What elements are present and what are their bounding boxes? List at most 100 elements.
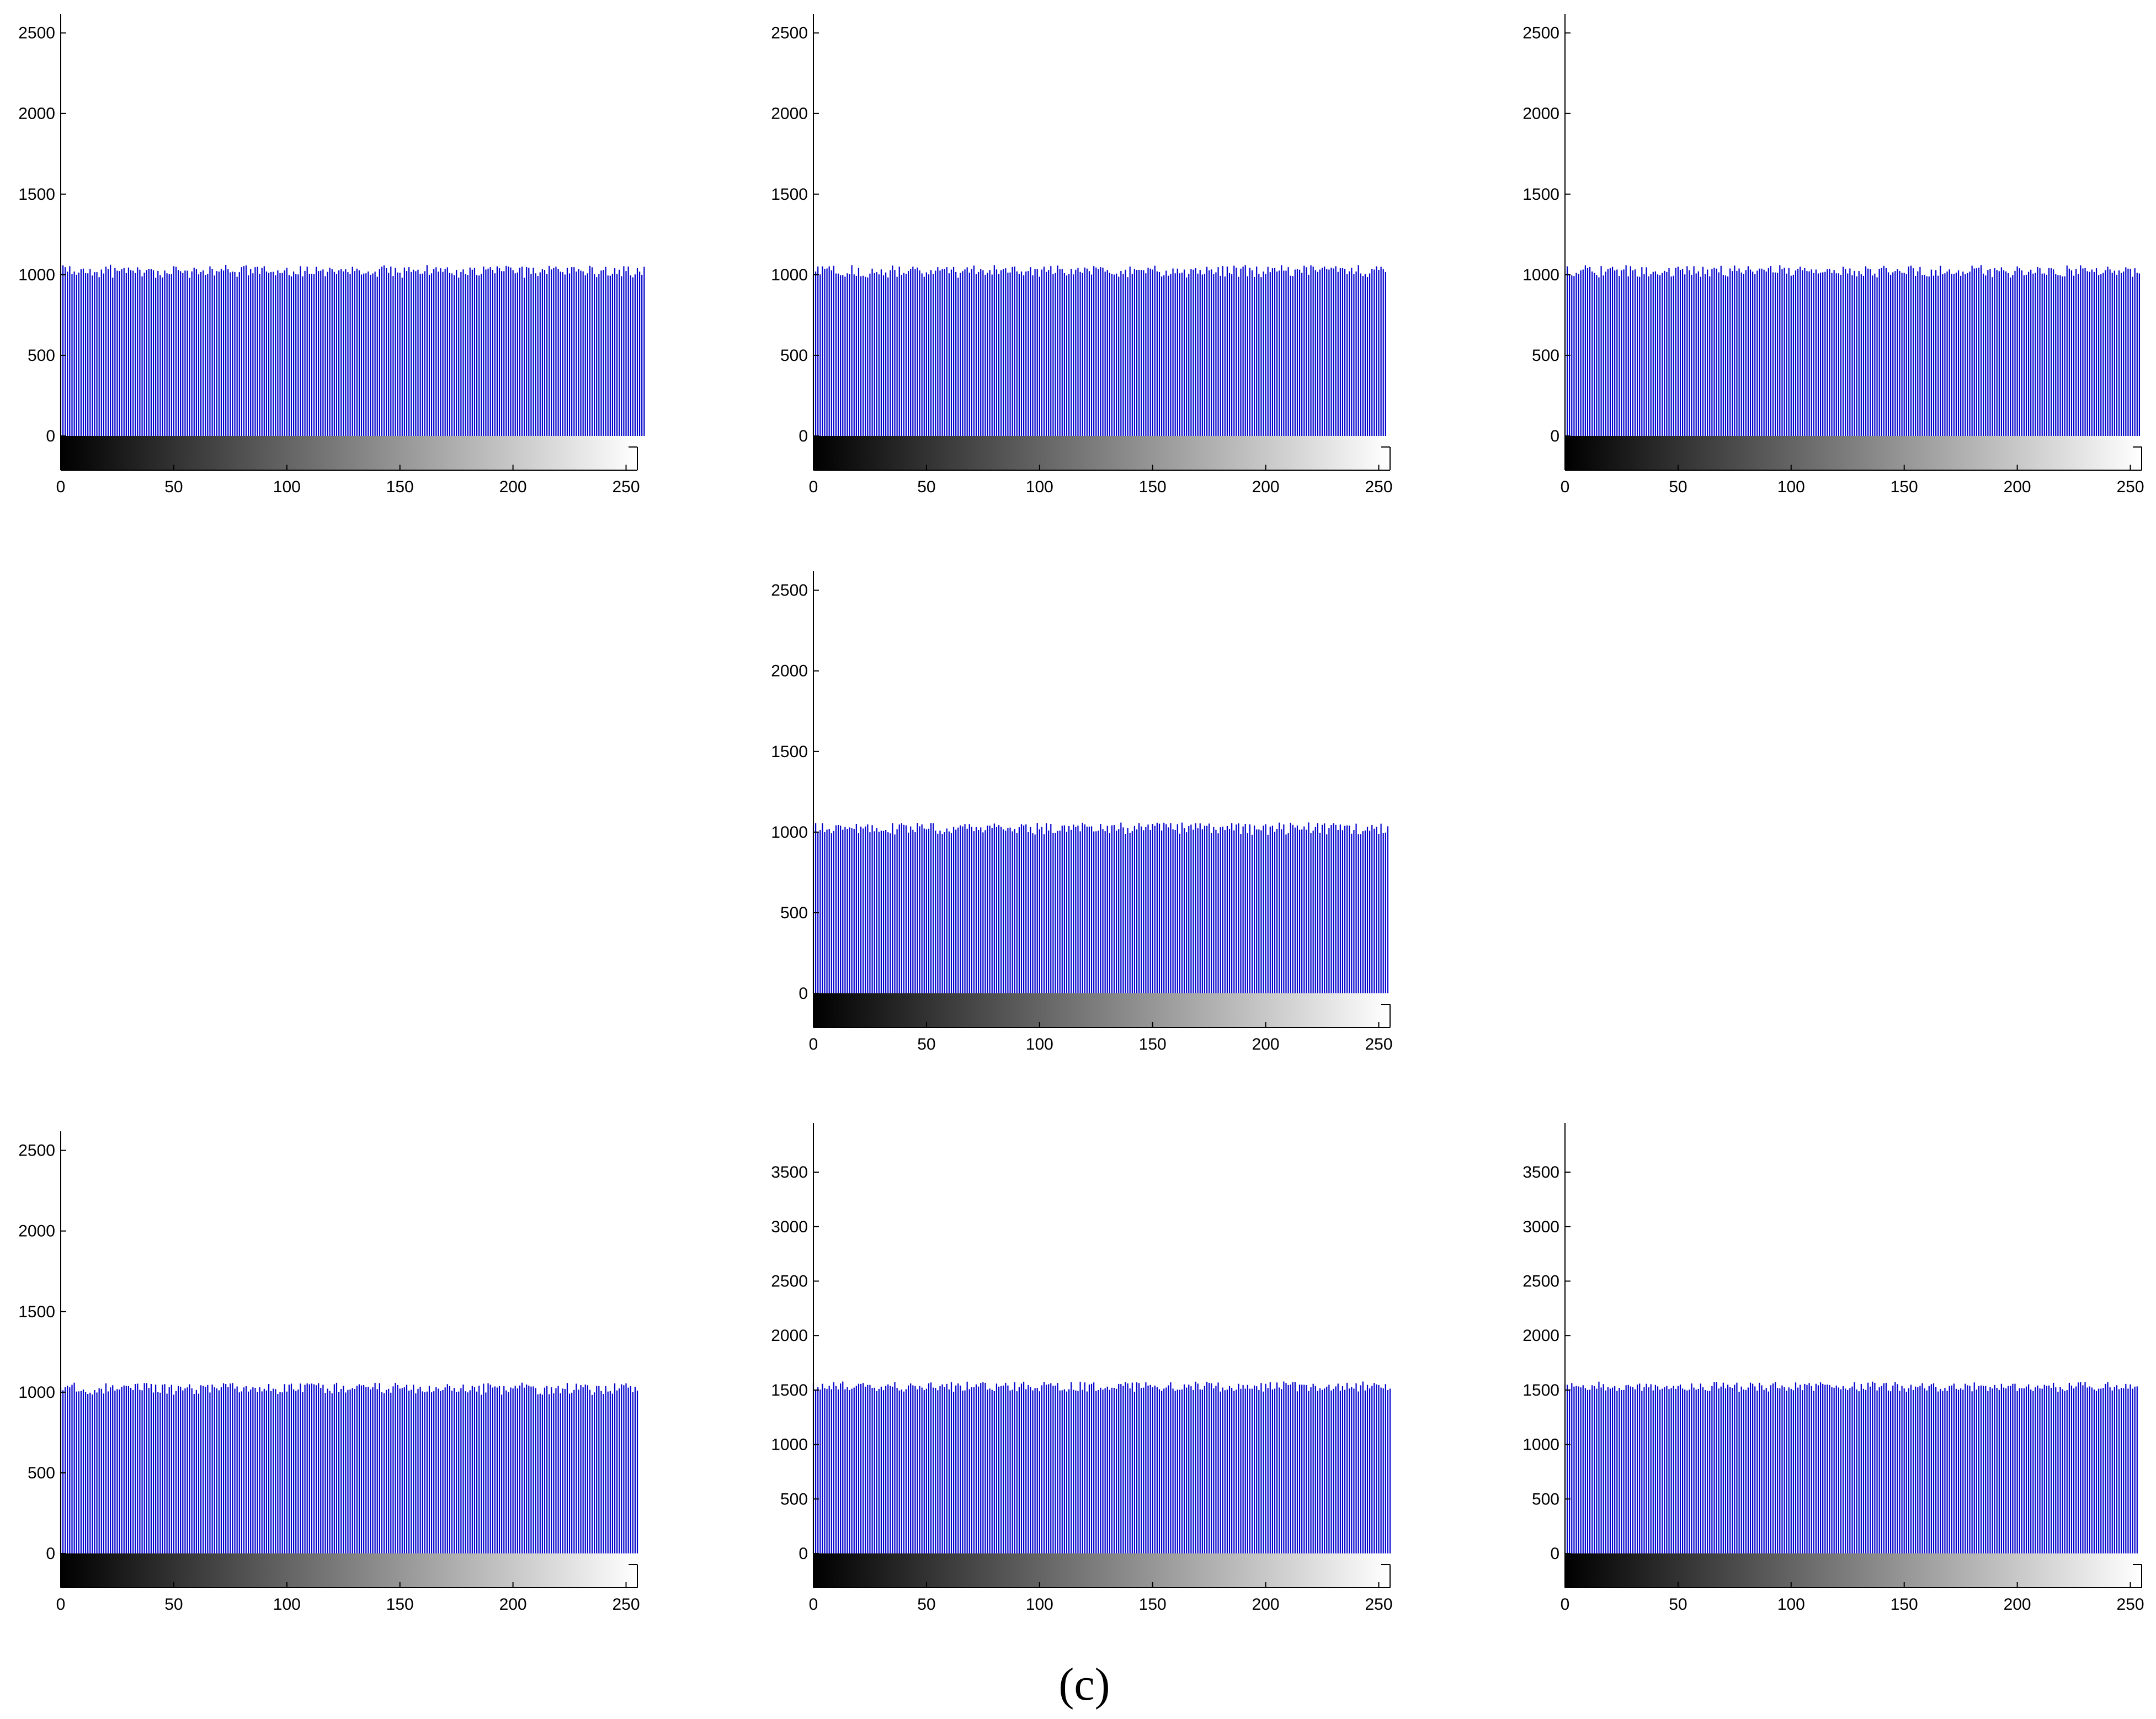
y-tick-label: 3500 [1522, 1163, 1559, 1182]
histogram-panel-1: 0 500 1000 1500 2000 2500 0 50 100 150 200 250 [18, 14, 645, 496]
x-tick-label: 250 [2116, 1595, 2144, 1614]
x-tick-label: 0 [56, 478, 66, 496]
x-tick-label: 250 [1365, 1595, 1392, 1614]
y-tick-label: 0 [46, 427, 55, 445]
x-tick-label: 0 [809, 1035, 818, 1053]
grayscale-colorbar [813, 993, 1390, 1028]
y-tick-label: 0 [1550, 427, 1559, 445]
x-tick-label: 150 [1139, 1595, 1167, 1614]
grayscale-colorbar [1565, 1553, 2142, 1588]
x-tick-label: 50 [164, 478, 183, 496]
x-tick-label: 250 [612, 1595, 640, 1614]
x-tick-label: 200 [1252, 478, 1280, 496]
x-tick-label: 0 [1561, 478, 1570, 496]
y-tick-label: 500 [780, 347, 808, 365]
y-tick-label: 1500 [771, 185, 808, 204]
y-tick-label: 0 [1550, 1545, 1559, 1563]
histogram-bars [812, 1381, 1391, 1553]
y-tick-label: 2000 [1522, 105, 1559, 123]
x-tick-label: 0 [809, 1595, 818, 1614]
y-tick-label: 1000 [771, 266, 808, 284]
x-tick-label: 200 [2004, 1595, 2031, 1614]
x-tick-label: 50 [917, 1035, 935, 1053]
x-tick-label: 50 [917, 1595, 935, 1614]
x-tick-label: 200 [2004, 478, 2031, 496]
grayscale-colorbar [61, 1553, 637, 1588]
y-tick-label: 2000 [771, 662, 808, 680]
grayscale-colorbar [1565, 436, 2142, 470]
y-tick-label: 1500 [18, 1303, 55, 1321]
y-tick-label: 1000 [1522, 1436, 1559, 1454]
y-tick-label: 1000 [18, 1383, 55, 1402]
y-tick-label: 2000 [1522, 1327, 1559, 1345]
y-tick-label: 3000 [1522, 1218, 1559, 1236]
x-tick-label: 250 [612, 478, 640, 496]
y-tick-label: 2500 [1522, 24, 1559, 42]
x-tick-label: 100 [1026, 478, 1053, 496]
y-tick-label: 1500 [771, 1381, 808, 1399]
histogram-bars [60, 1382, 638, 1553]
x-tick-label: 200 [1252, 1035, 1280, 1053]
y-tick-label: 2000 [18, 1222, 55, 1241]
x-tick-label: 250 [1365, 1035, 1392, 1053]
x-tick-label: 150 [1139, 478, 1167, 496]
x-tick-label: 100 [1777, 478, 1805, 496]
y-tick-label: 0 [798, 427, 808, 445]
histogram-bars [1564, 265, 2141, 436]
y-tick-label: 1500 [18, 185, 55, 204]
x-tick-label: 150 [386, 478, 414, 496]
histogram-panel-5: 0 500 1000 1500 2000 2500 0 50 100 150 200 250 [18, 1131, 640, 1614]
x-tick-label: 50 [917, 478, 935, 496]
histogram-panel-3: 0 500 1000 1500 2000 2500 0 50 100 150 200 250 [1522, 14, 2144, 496]
grayscale-colorbar [61, 436, 637, 470]
histogram-bars [812, 265, 1386, 436]
y-tick-label: 1000 [771, 1436, 808, 1454]
histogram-bars [812, 822, 1389, 993]
histogram-panel-6: 0 500 1000 1500 2000 2500 3000 3500 0 50 100 150 200… [771, 1123, 1393, 1614]
x-tick-label: 200 [499, 1595, 527, 1614]
y-tick-label: 0 [798, 1545, 808, 1563]
x-tick-label: 100 [1777, 1595, 1805, 1614]
y-tick-label: 1500 [771, 743, 808, 761]
y-tick-label: 500 [780, 1490, 808, 1508]
y-tick-label: 500 [28, 347, 55, 365]
y-tick-label: 2500 [18, 1142, 55, 1160]
x-tick-label: 150 [1891, 478, 1918, 496]
y-tick-label: 0 [46, 1545, 55, 1563]
x-tick-label: 200 [499, 478, 527, 496]
x-tick-label: 50 [1669, 1595, 1687, 1614]
x-tick-label: 150 [1139, 1035, 1167, 1053]
x-tick-label: 150 [1891, 1595, 1918, 1614]
y-tick-label: 2000 [771, 105, 808, 123]
y-tick-label: 500 [1532, 347, 1559, 365]
x-tick-label: 100 [273, 1595, 301, 1614]
y-tick-label: 1000 [18, 266, 55, 284]
x-tick-label: 250 [1365, 478, 1392, 496]
x-tick-label: 100 [1026, 1595, 1053, 1614]
x-tick-label: 0 [809, 478, 818, 496]
y-tick-label: 2500 [18, 24, 55, 42]
y-tick-label: 1000 [771, 823, 808, 842]
y-tick-label: 3500 [771, 1163, 808, 1182]
x-tick-label: 150 [386, 1595, 414, 1614]
x-tick-label: 200 [1252, 1595, 1280, 1614]
y-tick-label: 500 [28, 1464, 55, 1482]
y-tick-label: 500 [1532, 1490, 1559, 1508]
y-tick-label: 2500 [771, 582, 808, 600]
x-tick-label: 0 [1561, 1595, 1570, 1614]
y-tick-label: 1500 [1522, 1381, 1559, 1399]
x-tick-label: 250 [2116, 478, 2144, 496]
x-tick-label: 0 [56, 1595, 66, 1614]
grayscale-colorbar [813, 436, 1390, 470]
histogram-panel-2: 0 500 1000 1500 2000 2500 0 50 100 150 200 250 [771, 14, 1393, 496]
histogram-bars [1564, 1381, 2138, 1553]
histogram-panel-4: 0 500 1000 1500 2000 2500 0 50 100 150 200 250 [771, 571, 1393, 1053]
figure-caption: (c) [1058, 1659, 1110, 1710]
y-tick-label: 2000 [771, 1327, 808, 1345]
histogram-bars [60, 264, 645, 436]
y-tick-label: 2500 [1522, 1272, 1559, 1290]
y-tick-label: 1500 [1522, 185, 1559, 204]
histogram-panel-7: 0 500 1000 1500 2000 2500 3000 3500 0 50 100 150 200… [1522, 1123, 2144, 1614]
x-tick-label: 100 [273, 478, 301, 496]
